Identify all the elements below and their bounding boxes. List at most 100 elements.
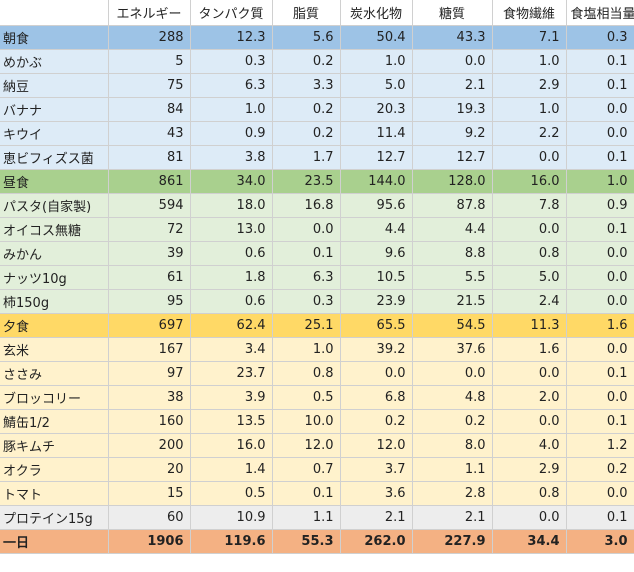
carbohydrate-cell[interactable]: 9.6 [340, 241, 413, 266]
energy-cell[interactable]: 288 [108, 25, 191, 50]
energy-cell[interactable]: 38 [108, 385, 191, 410]
food-name-cell[interactable]: 納豆 [0, 73, 109, 98]
fiber-cell[interactable]: 0.8 [492, 241, 567, 266]
carbohydrate-cell[interactable]: 3.6 [340, 481, 413, 506]
food-name-cell[interactable]: キウイ [0, 121, 109, 146]
food-name-cell[interactable]: オイコス無糖 [0, 217, 109, 242]
fiber-cell[interactable]: 5.0 [492, 265, 567, 290]
food-name-cell[interactable]: めかぶ [0, 49, 109, 74]
carbohydrate-cell[interactable]: 50.4 [340, 25, 413, 50]
sugar-cell[interactable]: 9.2 [412, 121, 493, 146]
sugar-cell[interactable]: 19.3 [412, 97, 493, 122]
food-name-cell[interactable]: プロテイン15g [0, 505, 109, 530]
energy-cell[interactable]: 72 [108, 217, 191, 242]
salt-cell[interactable]: 0.0 [566, 385, 634, 410]
sugar-cell[interactable]: 2.1 [412, 73, 493, 98]
fat-cell[interactable]: 0.1 [272, 241, 341, 266]
salt-cell[interactable]: 0.0 [566, 241, 634, 266]
carbohydrate-cell[interactable]: 12.0 [340, 433, 413, 458]
protein-cell[interactable]: 6.3 [190, 73, 273, 98]
energy-cell[interactable]: 1906 [108, 529, 191, 554]
energy-cell[interactable]: 697 [108, 313, 191, 338]
energy-cell[interactable]: 167 [108, 337, 191, 362]
fat-cell[interactable]: 0.0 [272, 217, 341, 242]
salt-cell[interactable]: 0.0 [566, 481, 634, 506]
protein-cell[interactable]: 0.6 [190, 289, 273, 314]
carbohydrate-cell[interactable]: 262.0 [340, 529, 413, 554]
protein-cell[interactable]: 10.9 [190, 505, 273, 530]
fat-cell[interactable]: 25.1 [272, 313, 341, 338]
carbohydrate-cell[interactable]: 20.3 [340, 97, 413, 122]
sugar-cell[interactable]: 0.2 [412, 409, 493, 434]
fat-cell[interactable]: 3.3 [272, 73, 341, 98]
fat-cell[interactable]: 1.0 [272, 337, 341, 362]
salt-cell[interactable]: 0.1 [566, 73, 634, 98]
fat-cell[interactable]: 0.2 [272, 121, 341, 146]
fat-cell[interactable]: 6.3 [272, 265, 341, 290]
fiber-cell[interactable]: 0.0 [492, 409, 567, 434]
salt-cell[interactable]: 0.1 [566, 409, 634, 434]
salt-cell[interactable]: 0.1 [566, 49, 634, 74]
carbohydrate-cell[interactable]: 65.5 [340, 313, 413, 338]
fat-cell[interactable]: 12.0 [272, 433, 341, 458]
sugar-cell[interactable]: 8.0 [412, 433, 493, 458]
salt-cell[interactable]: 0.0 [566, 265, 634, 290]
carbohydrate-cell[interactable]: 144.0 [340, 169, 413, 194]
fat-cell[interactable]: 0.3 [272, 289, 341, 314]
carbohydrate-cell[interactable]: 95.6 [340, 193, 413, 218]
energy-cell[interactable]: 43 [108, 121, 191, 146]
header-sugar[interactable]: 糖質 [412, 0, 493, 26]
fiber-cell[interactable]: 1.0 [492, 97, 567, 122]
food-name-cell[interactable]: パスタ(自家製) [0, 193, 109, 218]
fat-cell[interactable]: 0.2 [272, 97, 341, 122]
sugar-cell[interactable]: 5.5 [412, 265, 493, 290]
salt-cell[interactable]: 1.0 [566, 169, 634, 194]
sugar-cell[interactable]: 43.3 [412, 25, 493, 50]
salt-cell[interactable]: 0.0 [566, 97, 634, 122]
fat-cell[interactable]: 1.7 [272, 145, 341, 170]
protein-cell[interactable]: 23.7 [190, 361, 273, 386]
energy-cell[interactable]: 97 [108, 361, 191, 386]
salt-cell[interactable]: 0.0 [566, 289, 634, 314]
salt-cell[interactable]: 1.6 [566, 313, 634, 338]
fat-cell[interactable]: 0.1 [272, 481, 341, 506]
salt-cell[interactable]: 0.1 [566, 145, 634, 170]
energy-cell[interactable]: 39 [108, 241, 191, 266]
sugar-cell[interactable]: 54.5 [412, 313, 493, 338]
carbohydrate-cell[interactable]: 6.8 [340, 385, 413, 410]
food-name-cell[interactable]: 鯖缶1/2 [0, 409, 109, 434]
food-name-cell[interactable]: ブロッコリー [0, 385, 109, 410]
protein-cell[interactable]: 119.6 [190, 529, 273, 554]
carbohydrate-cell[interactable]: 2.1 [340, 505, 413, 530]
sugar-cell[interactable]: 4.4 [412, 217, 493, 242]
salt-cell[interactable]: 3.0 [566, 529, 634, 554]
protein-cell[interactable]: 16.0 [190, 433, 273, 458]
salt-cell[interactable]: 0.1 [566, 217, 634, 242]
energy-cell[interactable]: 594 [108, 193, 191, 218]
header-fiber[interactable]: 食物繊維 [492, 0, 567, 26]
fiber-cell[interactable]: 0.0 [492, 145, 567, 170]
carbohydrate-cell[interactable]: 4.4 [340, 217, 413, 242]
protein-cell[interactable]: 13.5 [190, 409, 273, 434]
header-salt[interactable]: 食塩相当量 [566, 0, 634, 26]
fat-cell[interactable]: 16.8 [272, 193, 341, 218]
fiber-cell[interactable]: 2.4 [492, 289, 567, 314]
carbohydrate-cell[interactable]: 10.5 [340, 265, 413, 290]
header-protein[interactable]: タンパク質 [190, 0, 273, 26]
energy-cell[interactable]: 20 [108, 457, 191, 482]
protein-cell[interactable]: 62.4 [190, 313, 273, 338]
salt-cell[interactable]: 0.0 [566, 121, 634, 146]
sugar-cell[interactable]: 227.9 [412, 529, 493, 554]
protein-cell[interactable]: 0.9 [190, 121, 273, 146]
food-name-cell[interactable]: 恵ビフィズス菌 [0, 145, 109, 170]
salt-cell[interactable]: 0.1 [566, 361, 634, 386]
protein-cell[interactable]: 18.0 [190, 193, 273, 218]
sugar-cell[interactable]: 0.0 [412, 361, 493, 386]
fiber-cell[interactable]: 4.0 [492, 433, 567, 458]
energy-cell[interactable]: 61 [108, 265, 191, 290]
food-name-cell[interactable]: 柿150g [0, 289, 109, 314]
sugar-cell[interactable]: 128.0 [412, 169, 493, 194]
food-name-cell[interactable]: ナッツ10g [0, 265, 109, 290]
header-energy[interactable]: エネルギー [108, 0, 191, 26]
food-name-cell[interactable]: 一日 [0, 529, 109, 554]
